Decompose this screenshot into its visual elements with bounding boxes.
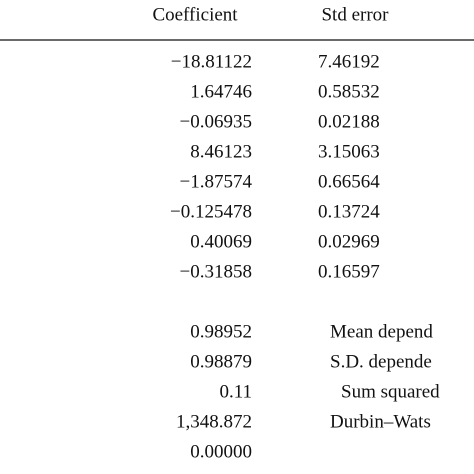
stat-label: Durbin–Wats (330, 411, 431, 432)
coefficient: −0.125478 (170, 201, 252, 222)
coefficient: 1.64746 (190, 81, 252, 102)
std-error: 0.66564 (318, 171, 380, 192)
std-error: 0.58532 (318, 81, 380, 102)
stat-value: 0.00000 (190, 441, 252, 462)
coefficient: 0.40069 (190, 231, 252, 252)
coefficient: 8.46123 (190, 141, 252, 162)
stat-value: 0.98879 (190, 351, 252, 372)
stat-value: 0.98952 (190, 321, 252, 342)
stat-value: 1,348.872 (176, 411, 252, 432)
std-error: 7.46192 (318, 51, 380, 72)
table-body: −18.81122 7.46192 1.64746 0.58532 −0.06935 0.… (170, 51, 440, 462)
coefficient: −0.06935 (180, 111, 252, 132)
coefficient: −0.31858 (180, 261, 252, 282)
stat-label: Mean depend (330, 321, 433, 342)
stat-label: Sum squared (341, 381, 440, 402)
std-error: 0.02969 (318, 231, 380, 252)
stat-label: S.D. depende (330, 351, 432, 372)
stat-value: 0.11 (219, 381, 252, 402)
column-header: Coefficient (152, 4, 238, 25)
std-error: 3.15063 (318, 141, 380, 162)
coefficient: −18.81122 (171, 51, 252, 72)
std-error: 0.13724 (318, 201, 380, 222)
std-error: 0.02188 (318, 111, 380, 132)
std-error: 0.16597 (318, 261, 380, 282)
coefficient: −1.87574 (180, 171, 253, 192)
column-header: Std error (321, 4, 389, 25)
